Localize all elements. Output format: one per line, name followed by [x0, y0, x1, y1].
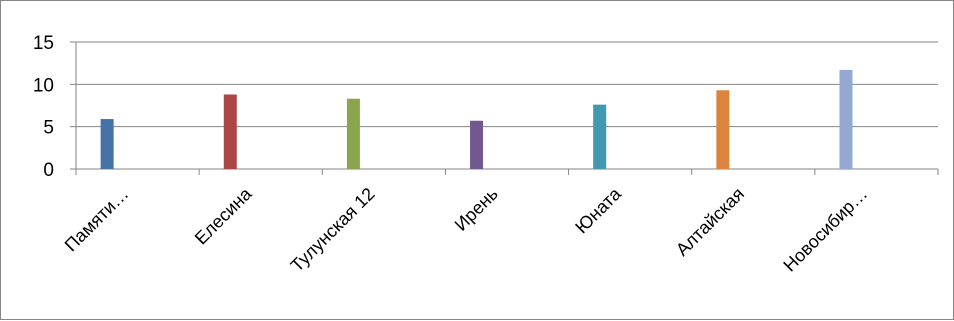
- y-tick-label: 10: [33, 75, 54, 96]
- bar: [346, 98, 360, 169]
- y-tick-label: 15: [33, 33, 54, 54]
- bars: [100, 69, 853, 169]
- y-tick-label: 0: [43, 160, 54, 181]
- bar: [839, 69, 853, 169]
- bar: [470, 120, 484, 169]
- axes: [70, 41, 939, 175]
- bar: [593, 104, 607, 169]
- bar: [100, 119, 114, 169]
- bar: [223, 94, 237, 169]
- gridlines: [76, 41, 938, 128]
- bar: [716, 90, 730, 169]
- y-tick-label: 5: [43, 118, 54, 139]
- x-tick-label: Елесина: [191, 183, 256, 248]
- x-tick-label: Юната: [571, 183, 625, 237]
- x-tick-label: Алтайская: [672, 184, 748, 260]
- x-tick-label: Тулунская 12: [287, 184, 379, 276]
- y-tick-labels: 0 5 10 15: [33, 33, 54, 181]
- x-tick-label: Новосибир…: [779, 184, 871, 276]
- x-tick-label: Памяти…: [61, 184, 133, 256]
- x-tick-labels: Памяти… Елесина Тулунская 12 Ирень Юната Алта…: [61, 183, 872, 276]
- x-tick-label: Ирень: [451, 184, 502, 235]
